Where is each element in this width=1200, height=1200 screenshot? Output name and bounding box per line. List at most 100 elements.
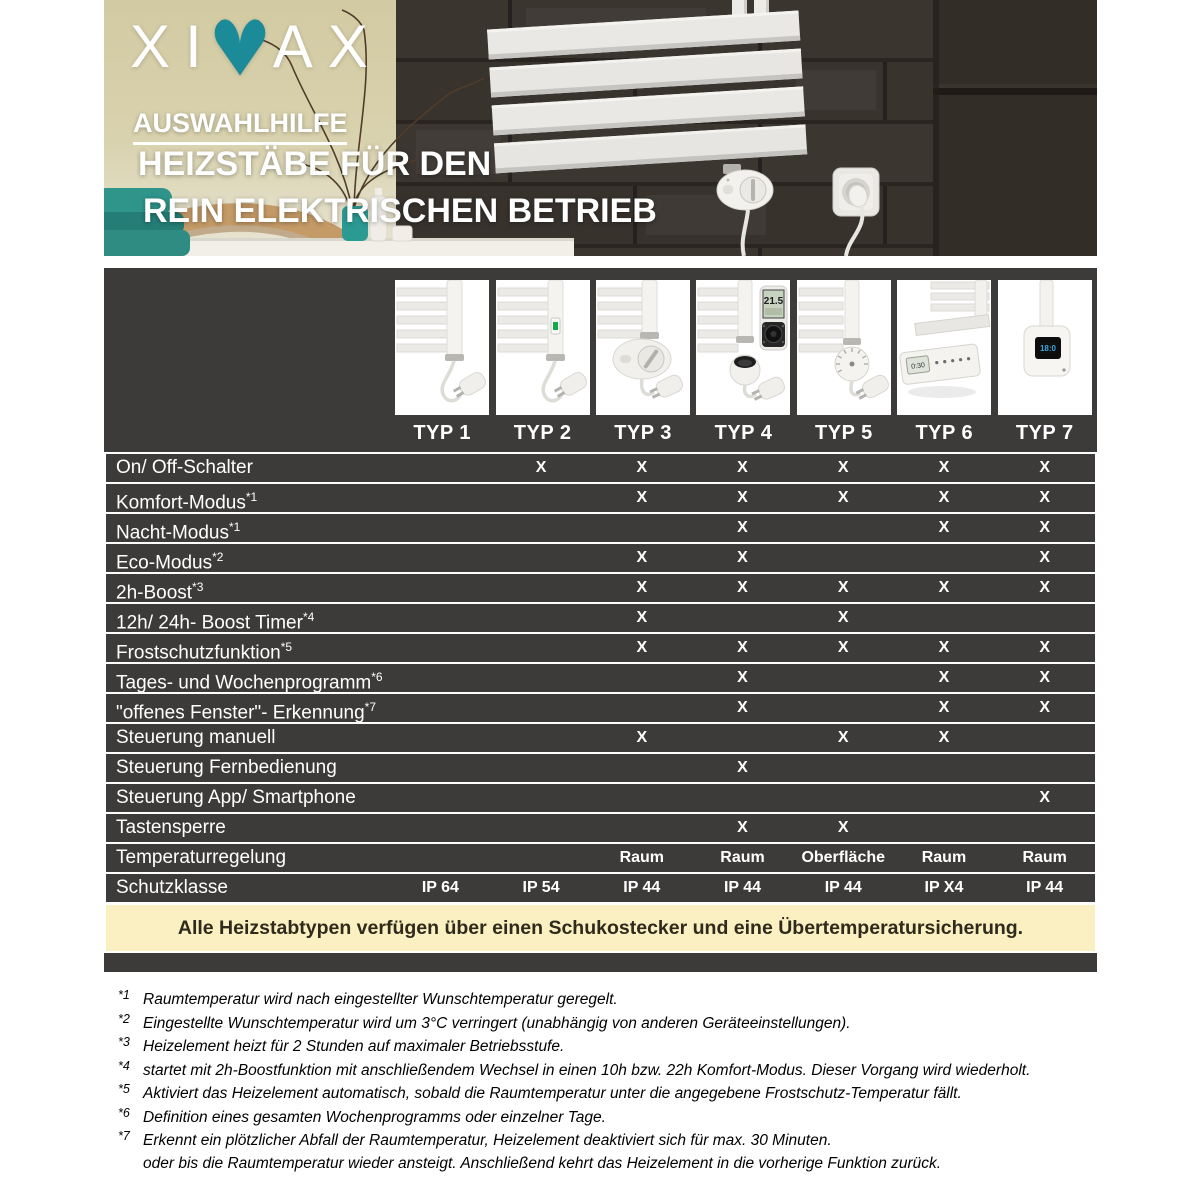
feature-table: On/ Off-Schalter X X X X X X Komfort-Modus*1 X X X… <box>104 452 1097 904</box>
feature-value: Raum <box>1022 849 1067 866</box>
feature-value: IP X4 <box>924 879 964 896</box>
feature-mark: X <box>938 669 950 686</box>
footnote-marker: *2 <box>118 1011 130 1026</box>
feature-mark: X <box>636 729 648 746</box>
page-title-line2: REIN ELEKTRISCHEN BETRIEB <box>143 192 657 230</box>
page-eyebrow: AUSWAHLHILFE <box>133 108 348 145</box>
table-row: On/ Off-Schalter X X X X X X <box>106 454 1095 484</box>
empty-cell <box>591 694 692 722</box>
feature-mark: X <box>636 639 648 656</box>
ximax-logo: XI AX <box>130 12 383 81</box>
product-column-typ4: 21.5 TYP 4 <box>693 280 793 445</box>
column-header-typ7: TYP 7 <box>1015 422 1074 444</box>
table-row: Schutzklasse IP 64 IP 54 IP 44 IP 44 IP 44 IP … <box>106 874 1095 902</box>
typ7-square-digital-control-image: 18:0 <box>997 280 1092 415</box>
logo-text-left: XI <box>130 13 217 80</box>
empty-cell <box>994 604 1095 632</box>
feature-mark: X <box>938 639 950 656</box>
footnote: *7 Erkennt ein plötzlicher Abfall der Rau… <box>118 1129 1128 1151</box>
row-label: Tages- und Wochenprogramm*6 <box>116 670 383 694</box>
heating-element-control <box>716 164 774 256</box>
footnote-marker: *6 <box>118 1105 130 1120</box>
row-label-footnote-ref: *1 <box>229 520 241 534</box>
power-cable <box>740 209 750 256</box>
feature-value: Oberfläche <box>801 849 886 866</box>
typ5-thermostat-knob-image <box>796 280 891 415</box>
typ6-integrated-control-panel-image: 0:30 <box>897 280 992 415</box>
empty-cell <box>692 604 793 632</box>
footnote-text-continued: oder bis die Raumtemperatur wieder anste… <box>143 1154 942 1172</box>
feature-mark: X <box>837 819 849 836</box>
empty-cell <box>793 784 894 812</box>
empty-cell <box>390 634 491 662</box>
feature-mark: X <box>938 699 950 716</box>
product-column-typ6: 0:30 TYP 6 <box>894 280 994 445</box>
flat-panel-radiator <box>487 10 808 174</box>
product-column-typ7: 18:0 TYP 7 <box>995 280 1095 445</box>
bathroom-cabinet <box>933 0 1097 256</box>
feature-mark: X <box>737 759 748 776</box>
row-label: 12h/ 24h- Boost Timer*4 <box>116 610 315 634</box>
typ4-round-control-with-remote-image: 21.5 <box>696 280 791 415</box>
feature-mark: X <box>1039 519 1050 536</box>
empty-cell <box>491 634 592 662</box>
feature-mark: X <box>737 819 748 836</box>
footnotes: *1 Raumtemperatur wird nach eingestellter… <box>118 988 1128 1178</box>
empty-cell <box>994 724 1095 752</box>
footnote: *4 startet mit 2h-Boostfunktion mit ansch… <box>118 1059 1128 1081</box>
table-row: Frostschutzfunktion*5 X X X X X <box>106 634 1095 664</box>
feature-mark: X <box>636 459 648 476</box>
feature-mark: X <box>938 579 950 596</box>
empty-cell <box>793 664 894 692</box>
logo-text-right: AX <box>272 13 383 80</box>
empty-cell <box>793 544 894 572</box>
footnote-marker: *1 <box>118 988 130 1002</box>
hero-text-block: XI AX AUSWAHLHILFE HEIZSTÄBE FÜR DEN REI… <box>104 0 1097 256</box>
feature-value: IP 44 <box>723 879 762 896</box>
outlet-cable <box>844 204 865 256</box>
table-row: Temperaturregelung Raum Raum Oberfläche Raum… <box>106 844 1095 874</box>
wall-outlet <box>832 167 880 256</box>
row-label-footnote-ref: *4 <box>302 610 315 624</box>
footnote-text: Heizelement heizt für 2 Stunden auf maxi… <box>143 1038 565 1055</box>
product-column-typ2: TYP 2 <box>492 280 592 445</box>
table-row: Steuerung manuell X X X <box>106 724 1095 754</box>
empty-cell <box>390 844 491 872</box>
empty-cell <box>894 754 995 782</box>
footnote: *5 Aktiviert das Heizelement automatisch,… <box>118 1082 1128 1104</box>
feature-value: Raum <box>921 849 967 866</box>
empty-cell <box>390 754 491 782</box>
table-row: "offenes Fenster"- Erkennung*7 X X X <box>106 694 1095 724</box>
feature-value: IP 44 <box>623 879 661 896</box>
feature-mark: X <box>1039 789 1050 806</box>
empty-cell <box>491 544 592 572</box>
feature-mark: X <box>636 549 648 566</box>
column-header-typ4: TYP 4 <box>714 422 773 444</box>
feature-value: Raum <box>619 849 665 866</box>
table-row: Eco-Modus*2 X X X <box>106 544 1095 574</box>
row-label: Nacht-Modus*1 <box>116 520 241 544</box>
column-header-typ3: TYP 3 <box>614 422 672 444</box>
empty-cell <box>390 664 491 692</box>
feature-mark: X <box>1039 639 1050 656</box>
row-label: Komfort-Modus*1 <box>116 490 258 514</box>
row-label-footnote-ref: *3 <box>192 580 204 594</box>
empty-cell <box>692 724 793 752</box>
ximax-logo-m-icon <box>214 18 265 76</box>
feature-mark: X <box>938 729 950 746</box>
table-row: Steuerung App/ Smartphone X <box>106 784 1095 814</box>
empty-cell <box>491 574 592 602</box>
empty-cell <box>591 784 692 812</box>
empty-cell <box>390 724 491 752</box>
feature-mark: X <box>1039 549 1050 566</box>
row-label: "offenes Fenster"- Erkennung*7 <box>116 700 377 724</box>
feature-mark: X <box>737 699 748 716</box>
row-label: On/ Off-Schalter <box>116 457 253 478</box>
feature-mark: X <box>1039 459 1050 476</box>
empty-cell <box>390 784 491 812</box>
empty-cell <box>894 814 995 842</box>
footnote-text: Definition eines gesamten Wochenprogramm… <box>143 1108 606 1126</box>
page-title-line1: HEIZSTÄBE FÜR DEN <box>138 145 492 183</box>
empty-cell <box>491 814 592 842</box>
row-label: Steuerung App/ Smartphone <box>116 787 356 808</box>
